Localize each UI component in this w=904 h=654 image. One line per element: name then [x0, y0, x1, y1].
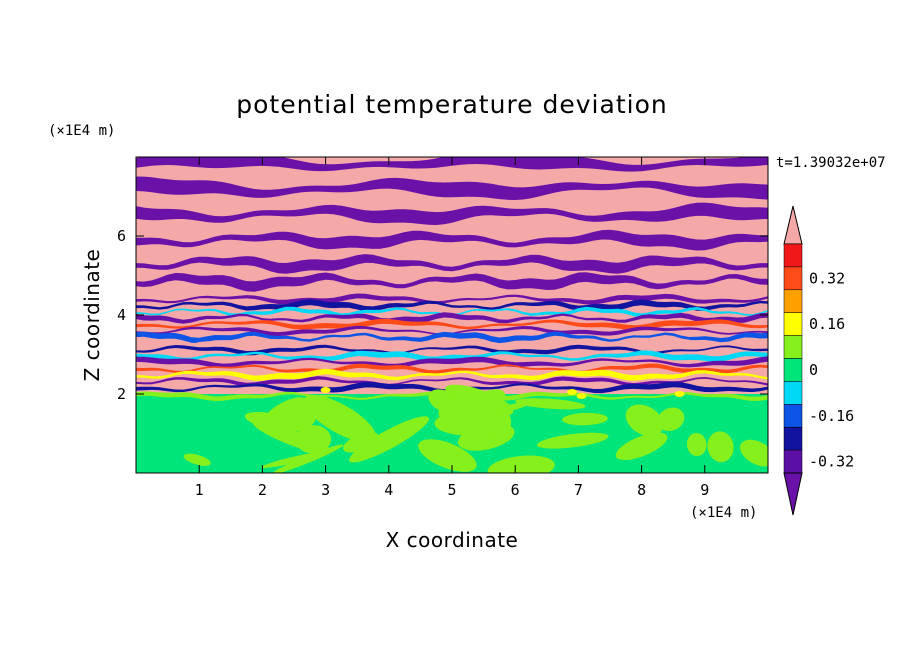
colorbar-segment — [783, 266, 803, 291]
chart-title: potential temperature deviation — [236, 90, 667, 119]
x-tick-label: 3 — [321, 481, 330, 499]
colorbar-label: 0.16 — [809, 315, 845, 333]
turbulent-band — [136, 306, 768, 318]
boundary-blob — [615, 432, 668, 461]
y-tick-label: 4 — [117, 306, 126, 324]
boundary-blob — [418, 439, 477, 472]
colorbar-label: -0.32 — [809, 453, 854, 471]
colorbar-segment — [783, 289, 803, 313]
turbulent-band — [136, 344, 768, 356]
boundary-blob — [686, 432, 707, 457]
x-tick-label: 8 — [637, 481, 646, 499]
boundary-blob — [303, 394, 376, 443]
colorbar-label: 0.32 — [809, 269, 845, 287]
turbulent-band — [136, 337, 768, 349]
boundary-blob — [625, 404, 664, 437]
x-tick-label: 7 — [574, 481, 583, 499]
turbulent-band — [136, 368, 768, 381]
boundary-blob — [183, 453, 211, 466]
warm-spot — [567, 389, 578, 396]
turbulent-band — [136, 356, 768, 369]
colorbar-segment — [783, 312, 803, 336]
colorbar-label: 0 — [809, 361, 818, 379]
x-tick-label: 1 — [195, 481, 204, 499]
boundary-blob — [271, 444, 344, 473]
x-tick-label: 4 — [384, 481, 393, 499]
colorbar-segment — [783, 243, 803, 268]
colorbar-segment — [783, 335, 803, 359]
y-unit-label: (×1E4 m) — [48, 123, 115, 139]
boundary-blob — [707, 431, 734, 463]
turbulent-band — [136, 363, 768, 374]
colorbar-segment — [783, 449, 803, 474]
x-axis-title: X coordinate — [386, 528, 519, 552]
turbulent-band — [136, 331, 768, 344]
y-tick-label: 2 — [117, 385, 126, 403]
colorbar-over-triangle — [783, 205, 803, 245]
x-unit-label: (×1E4 m) — [690, 505, 757, 521]
warm-spot — [576, 392, 587, 399]
time-label: t=1.39032e+07 — [776, 155, 886, 171]
x-tick-label: 9 — [700, 481, 709, 499]
boundary-blob — [562, 412, 608, 426]
x-tick-label: 6 — [511, 481, 520, 499]
boundary-blob — [438, 403, 497, 432]
turbulent-band — [136, 312, 768, 324]
colorbar-label: -0.16 — [809, 407, 854, 425]
boundary-blob — [740, 439, 768, 467]
colorbar-segment — [783, 358, 803, 382]
boundary-blob — [515, 398, 586, 410]
colorbar: 0.32 0.16 0 -0.16 -0.32 — [783, 205, 854, 516]
purple-band-upper — [136, 176, 768, 200]
turbulent-band — [136, 381, 768, 394]
purple-band-upper — [136, 229, 768, 251]
turbulent-band — [136, 376, 768, 387]
boundary-blob — [349, 416, 430, 463]
colorbar-segment — [783, 426, 803, 451]
boundary-blob — [487, 455, 555, 473]
purple-band-upper — [136, 254, 768, 274]
x-axis-ticks: 1 2 3 4 5 6 7 8 9 — [195, 157, 709, 499]
y-axis-ticks: 2 4 6 — [117, 227, 768, 403]
purple-band-upper — [136, 272, 768, 292]
turbulent-band — [136, 293, 768, 305]
turbulent-band — [136, 325, 768, 337]
x-tick-label: 5 — [447, 481, 456, 499]
colorbar-under-triangle — [783, 472, 803, 516]
contour-field — [136, 157, 768, 473]
turbulent-band — [136, 318, 768, 331]
warm-spot — [674, 391, 685, 397]
warm-spot — [320, 387, 331, 394]
boundary-blob — [343, 432, 379, 453]
x-tick-label: 2 — [258, 481, 267, 499]
boundary-blob — [445, 384, 514, 416]
boundary-blob — [657, 407, 685, 432]
boundary-blob — [536, 432, 609, 449]
turbulent-band — [136, 299, 768, 312]
y-tick-label: 6 — [117, 227, 126, 245]
boundary-blob — [275, 402, 318, 432]
colorbar-segment — [783, 381, 803, 405]
y-axis-title: Z coordinate — [80, 249, 104, 382]
colorbar-segment — [783, 404, 803, 428]
purple-band-upper — [136, 202, 768, 225]
turbulent-band — [136, 350, 768, 362]
